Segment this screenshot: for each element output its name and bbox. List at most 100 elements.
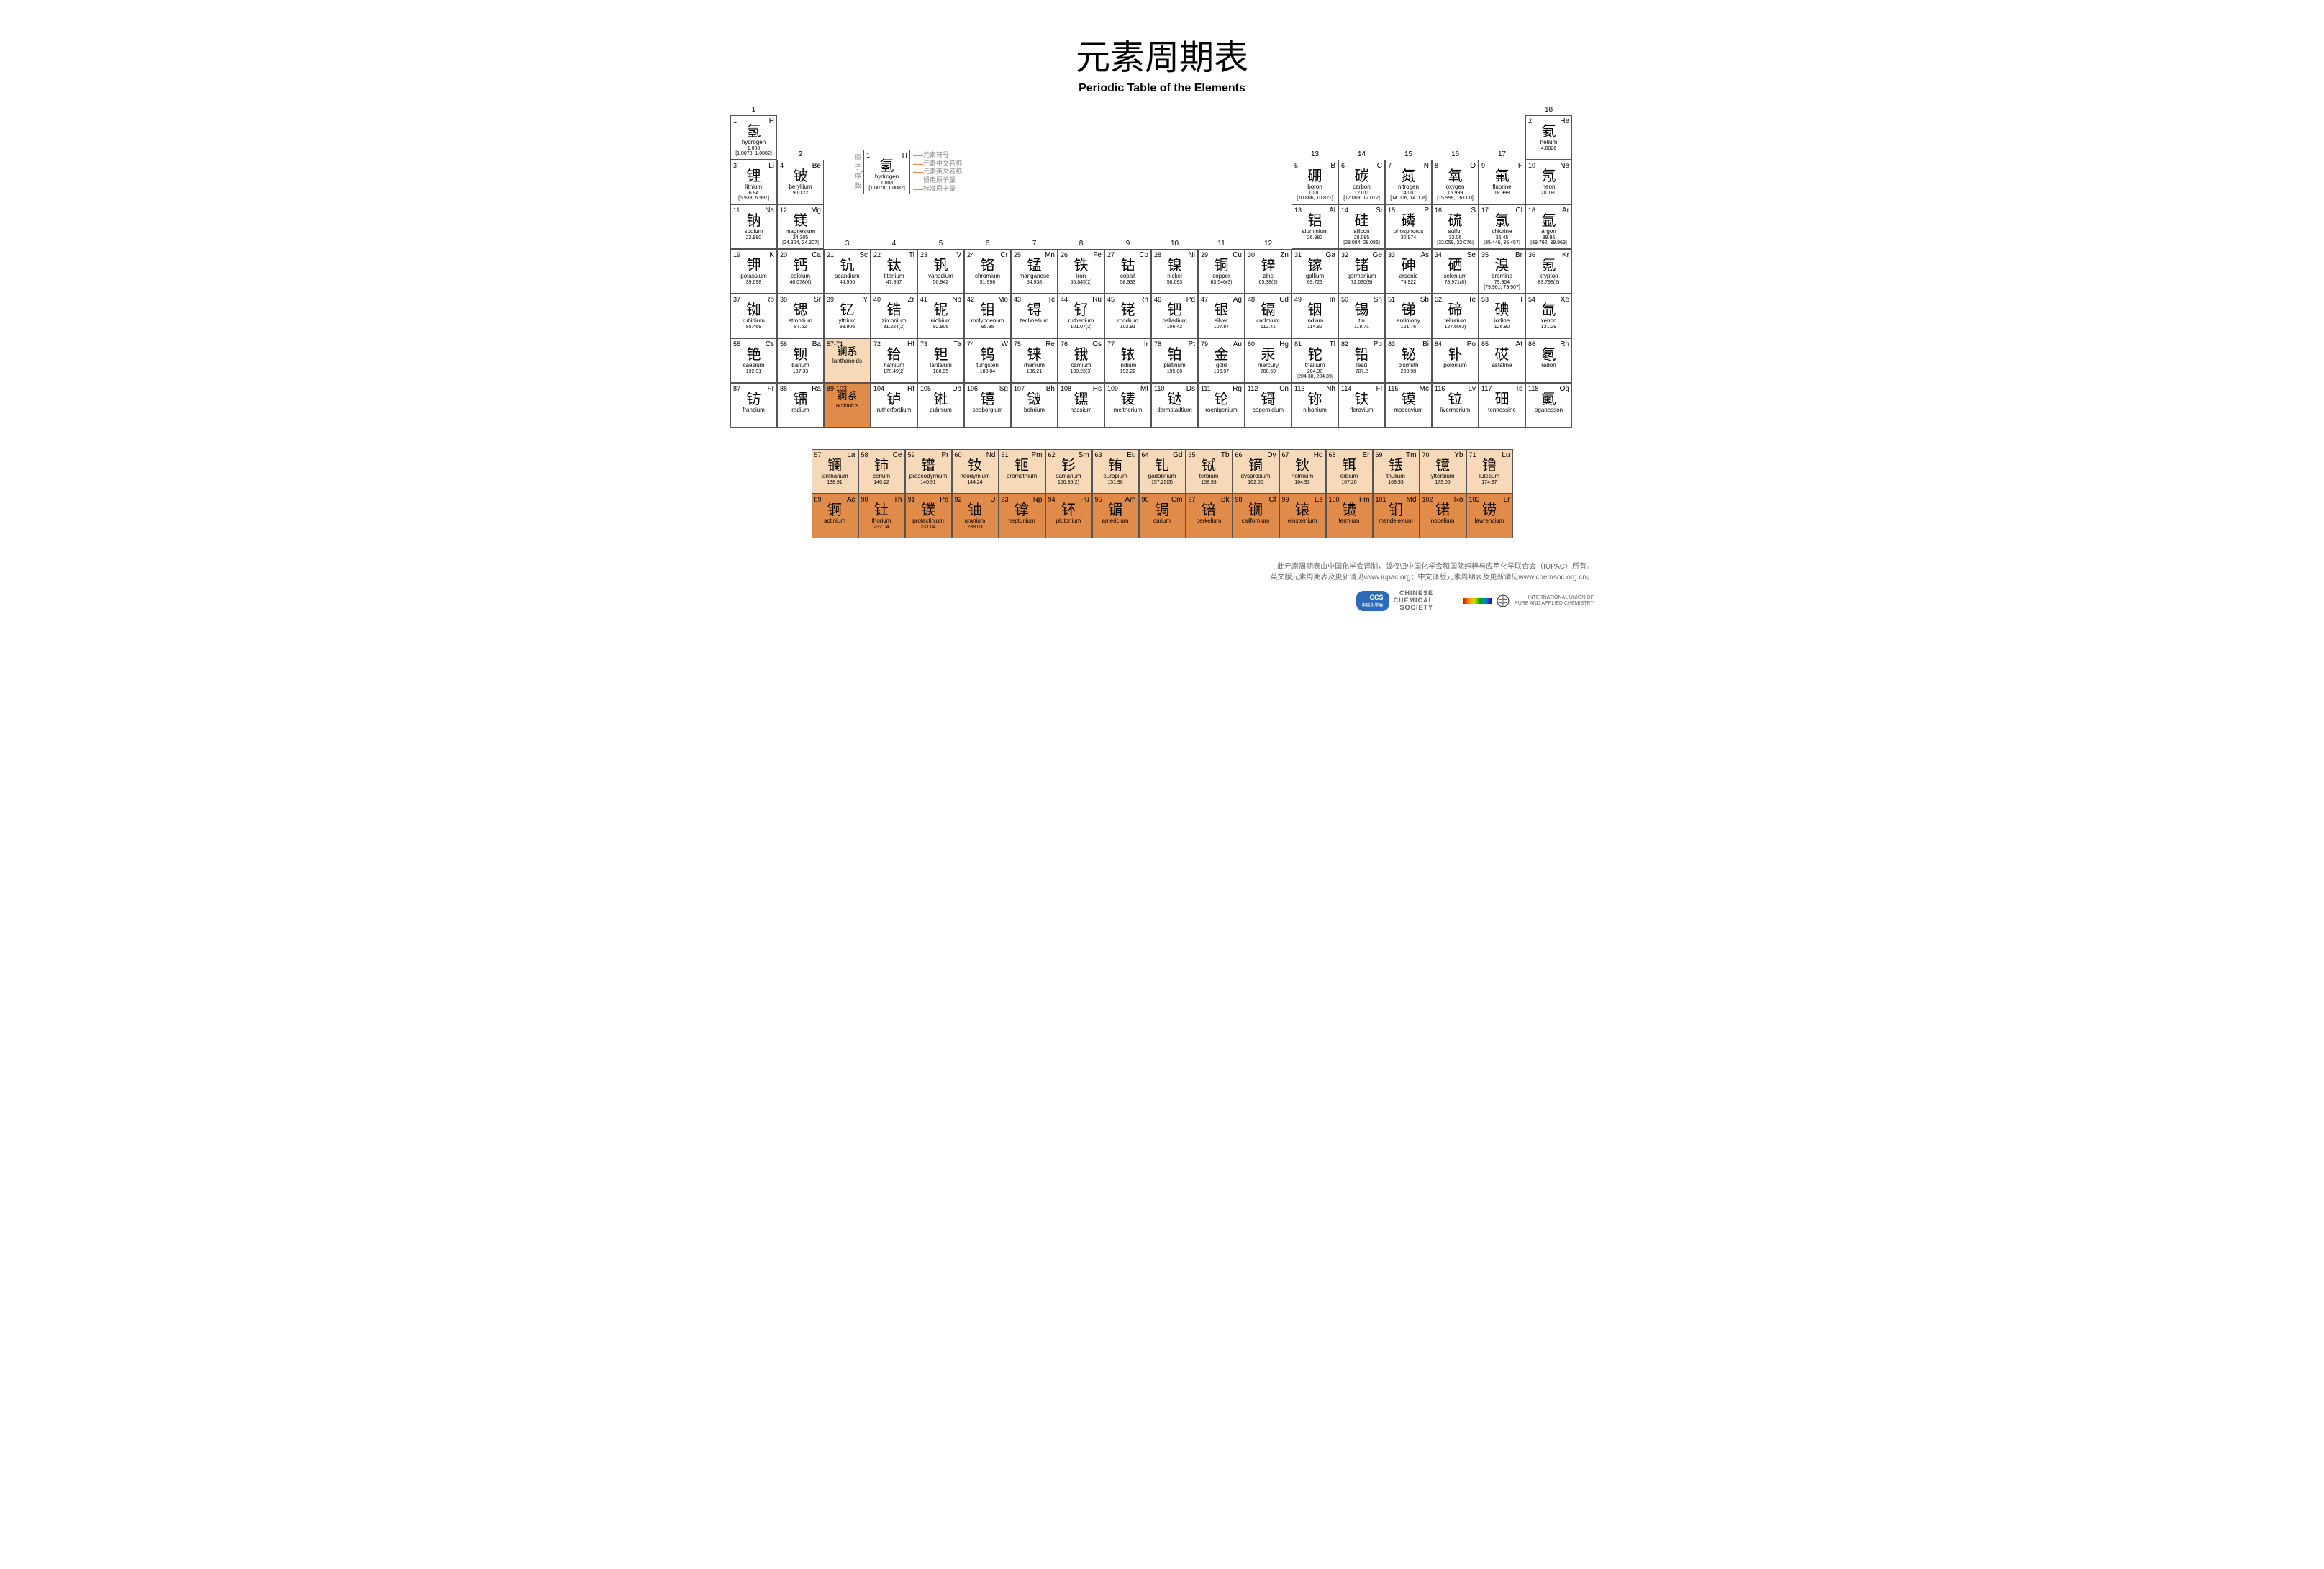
f-block-grid: 57La镧lanthanum138.9158Ce铈cerium140.1259P… [812, 449, 1513, 538]
element-cell: 34Se硒selenium78.971(8) [1432, 249, 1479, 294]
element-cell: 98Cf锎californium [1233, 494, 1279, 538]
element-cell: 40Zr锆zirconium91.224(2) [871, 294, 917, 338]
group-header: 17 [1479, 150, 1525, 160]
footer-line-2: 英文版元素周期表及更新请见www.iupac.org；中文译版元素周期表及更新请… [730, 571, 1594, 582]
iupac-globe-icon [1496, 594, 1510, 608]
element-cell: 26Fe铁iron55.845(2) [1058, 249, 1104, 294]
ccs-badge-icon: CCS 中国化学会 [1356, 591, 1389, 611]
element-cell: 55Cs铯caesium132.91 [730, 338, 777, 383]
legend-key: 原子序数 1 H 氢 hydrogen 1.008 [1.0078, 1.008… [863, 150, 962, 194]
element-cell: 41Nb铌niobium92.906 [917, 294, 964, 338]
act-series-label: 89-103锕系actinoids [824, 383, 871, 428]
group-header: 11 [1198, 240, 1245, 249]
element-cell: 21Sc钪scandium44.956 [824, 249, 871, 294]
element-cell: 80Hg汞mercury200.59 [1245, 338, 1292, 383]
element-cell: 44Ru钌ruthenium101.07(2) [1058, 294, 1104, 338]
element-cell: 104Rf𬬻rutherfordium [871, 383, 917, 428]
element-cell: 50Sn锡tin118.71 [1338, 294, 1385, 338]
group-header: 6 [964, 240, 1011, 249]
element-cell: 118Og鿫oganesson [1525, 383, 1572, 428]
element-cell: 54Xe氙xenon131.29 [1525, 294, 1572, 338]
element-cell: 67Ho钬holmium164.93 [1279, 449, 1326, 494]
element-cell: 87Fr钫francium [730, 383, 777, 428]
group-header: 5 [917, 240, 964, 249]
element-cell: 78Pt铂platinum195.08 [1151, 338, 1198, 383]
element-cell: 75Re铼rhenium186.21 [1011, 338, 1058, 383]
element-cell: 101Md钔mendelevium [1373, 494, 1420, 538]
sub-title: Periodic Table of the Elements [43, 82, 2281, 95]
element-cell: 14Si硅silicon28.085[28.084, 28.086] [1338, 204, 1385, 249]
element-cell: 95Am镅americium [1092, 494, 1139, 538]
element-cell: 69Tm铥thulium168.93 [1373, 449, 1420, 494]
footer: 此元素周期表由中国化学会译制，版权归中国化学会和国际纯粹与应用化学联合会（IUP… [730, 560, 1594, 612]
element-cell: 56Ba钡barium137.33 [777, 338, 824, 383]
element-cell: 15P磷phosphorus30.974 [1385, 204, 1432, 249]
element-cell: 88Ra镭radium [777, 383, 824, 428]
element-cell: 51Sb锑antimony121.76 [1385, 294, 1432, 338]
main-title: 元素周期表 [43, 29, 2281, 79]
group-header: 14 [1338, 150, 1385, 160]
element-cell: 105Db𬭊dubnium [917, 383, 964, 428]
element-cell: 66Dy镝dysprosium162.50 [1233, 449, 1279, 494]
element-cell: 90Th钍thorium232.04 [858, 494, 905, 538]
element-cell: 29Cu铜copper63.546(3) [1198, 249, 1245, 294]
element-cell: 46Pd钯palladium106.42 [1151, 294, 1198, 338]
group-header: 9 [1104, 240, 1151, 249]
element-cell: 71Lu镥lutetium174.97 [1466, 449, 1513, 494]
element-cell: 117Ts鿬tennessine [1479, 383, 1525, 428]
element-cell: 99Es锿einsteinium [1279, 494, 1326, 538]
element-cell: 65Tb铽terbium158.93 [1186, 449, 1233, 494]
element-cell: 18Ar氩argon39.95[39.792, 39.963] [1525, 204, 1572, 249]
element-cell: 32Ge锗germanium72.630(8) [1338, 249, 1385, 294]
element-cell: 52Te碲tellurium127.60(3) [1432, 294, 1479, 338]
element-cell: 57La镧lanthanum138.91 [812, 449, 858, 494]
element-cell: 24Cr铬chromium51.996 [964, 249, 1011, 294]
element-cell: 17Cl氯chlorine35.45[35.446, 35.457] [1479, 204, 1525, 249]
lan-series-label: 57-71镧系lanthanoids [824, 338, 871, 383]
group-header: 12 [1245, 240, 1292, 249]
element-cell: 49In铟indium114.82 [1292, 294, 1338, 338]
element-cell: 45Rh铑rhodium102.91 [1104, 294, 1151, 338]
legend-sample-cell: 1 H 氢 hydrogen 1.008 [1.0078, 1.0082] [863, 150, 910, 194]
element-cell: 1H氢hydrogen1.008[1.0078, 1.0082] [730, 115, 777, 160]
legend-atomic-number-label: 原子序数 [855, 153, 861, 190]
element-cell: 100Fm镄fermium [1326, 494, 1373, 538]
element-cell: 110Ds𫟼darmstadtium [1151, 383, 1198, 428]
element-cell: 73Ta钽tantalum180.95 [917, 338, 964, 383]
element-cell: 6C碳carbon12.011[12.009, 12.012] [1338, 160, 1385, 204]
element-cell: 7N氮nitrogen14.007[14.006, 14.008] [1385, 160, 1432, 204]
element-cell: 82Pb铅lead207.2 [1338, 338, 1385, 383]
iupac-logo: INTERNATIONAL UNION OF PURE AND APPLIED … [1463, 594, 1594, 608]
element-cell: 91Pa镤protactinium231.04 [905, 494, 952, 538]
element-cell: 89Ac锕actinium [812, 494, 858, 538]
element-cell: 94Pu钚plutonium [1045, 494, 1092, 538]
element-cell: 115Mc镆moscovium [1385, 383, 1432, 428]
iupac-text: INTERNATIONAL UNION OF PURE AND APPLIED … [1515, 595, 1594, 606]
group-header: 4 [871, 240, 917, 249]
element-cell: 60Nd钕neodymium144.24 [952, 449, 999, 494]
element-cell: 58Ce铈cerium140.12 [858, 449, 905, 494]
element-cell: 86Rn氡radon [1525, 338, 1572, 383]
element-cell: 47Ag银silver107.87 [1198, 294, 1245, 338]
element-cell: 63Eu铕europium151.96 [1092, 449, 1139, 494]
element-cell: 12Mg镁magnesium24.305[24.304, 24.307] [777, 204, 824, 249]
element-cell: 97Bk锫berkelium [1186, 494, 1233, 538]
element-cell: 28Ni镍nickel58.693 [1151, 249, 1198, 294]
element-cell: 42Mo钼molybdenum95.95 [964, 294, 1011, 338]
element-cell: 30Zn锌zinc65.38(2) [1245, 249, 1292, 294]
ccs-text: CHINESE CHEMICAL SOCIETY [1394, 590, 1434, 612]
logos: CCS 中国化学会 CHINESE CHEMICAL SOCIETY INTER… [730, 590, 1594, 612]
element-cell: 10Ne氖neon20.180 [1525, 160, 1572, 204]
element-cell: 109Mt鿏meitnerium [1104, 383, 1151, 428]
group-header: 15 [1385, 150, 1432, 160]
footer-line-1: 此元素周期表由中国化学会译制，版权归中国化学会和国际纯粹与应用化学联合会（IUP… [730, 560, 1594, 571]
element-cell: 96Cm锔curium [1139, 494, 1186, 538]
element-cell: 102No锘nobelium [1420, 494, 1466, 538]
element-cell: 64Gd钆gadolinium157.25(3) [1139, 449, 1186, 494]
element-cell: 4Be铍beryllium9.0122 [777, 160, 824, 204]
element-cell: 59Pr镨praseodymium140.91 [905, 449, 952, 494]
periodic-table-wrap: 1234567891011121314151617181H氢hydrogen1.… [730, 102, 1594, 428]
group-header: 10 [1151, 240, 1198, 249]
element-cell: 2He氦helium4.0026 [1525, 115, 1572, 160]
element-cell: 53I碘iodine126.90 [1479, 294, 1525, 338]
